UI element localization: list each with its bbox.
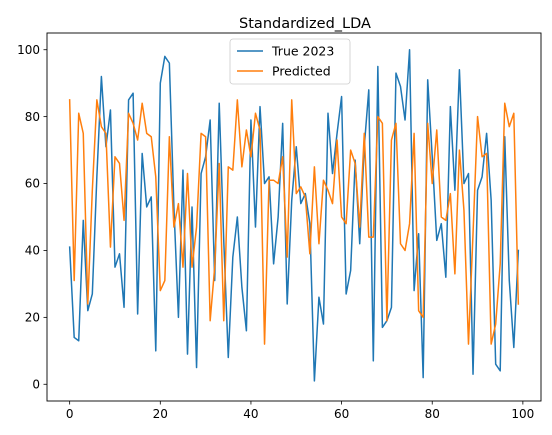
axis-layer: 0 20 40 60 80 100 0 20 40 60 80 100	[17, 43, 534, 421]
legend-label: True 2023	[271, 44, 334, 59]
x-tick-label: 100	[511, 407, 534, 421]
x-tick-label: 0	[66, 407, 74, 421]
legend-label: Predicted	[272, 64, 331, 79]
series-line-1	[68, 99, 520, 345]
legend: True 2023 Predicted	[229, 38, 351, 85]
plot-frame	[46, 32, 542, 402]
chart-title: Standardized_LDA	[239, 16, 371, 32]
y-tick-label: 60	[25, 177, 40, 191]
y-tick-label: 80	[25, 110, 40, 124]
y-tick-label: 0	[32, 377, 40, 391]
y-tick-label: 20	[25, 311, 40, 325]
y-tick-label: 100	[17, 43, 40, 57]
series-layer	[68, 48, 520, 382]
y-tick-label: 40	[25, 244, 40, 258]
x-tick-label: 20	[153, 407, 168, 421]
x-tick-label: 60	[334, 407, 349, 421]
x-tick-label: 80	[425, 407, 440, 421]
x-tick-label: 40	[243, 407, 258, 421]
series-line-0	[68, 48, 520, 382]
